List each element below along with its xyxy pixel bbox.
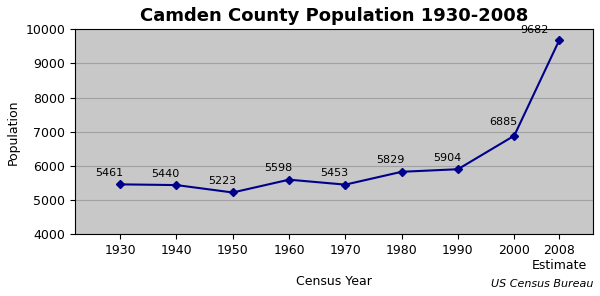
Text: 5223: 5223 bbox=[208, 176, 236, 186]
Text: 5440: 5440 bbox=[151, 169, 179, 179]
Title: Camden County Population 1930-2008: Camden County Population 1930-2008 bbox=[140, 7, 528, 25]
Text: 5598: 5598 bbox=[264, 163, 292, 173]
Text: US Census Bureau: US Census Bureau bbox=[491, 279, 593, 289]
Text: 9682: 9682 bbox=[520, 25, 549, 35]
Y-axis label: Population: Population bbox=[7, 99, 20, 165]
Text: 5829: 5829 bbox=[377, 155, 405, 165]
X-axis label: Census Year: Census Year bbox=[296, 275, 372, 288]
Text: 6885: 6885 bbox=[489, 117, 517, 127]
Text: 5453: 5453 bbox=[320, 168, 349, 178]
Text: 5461: 5461 bbox=[95, 168, 123, 178]
Text: 5904: 5904 bbox=[433, 153, 461, 163]
